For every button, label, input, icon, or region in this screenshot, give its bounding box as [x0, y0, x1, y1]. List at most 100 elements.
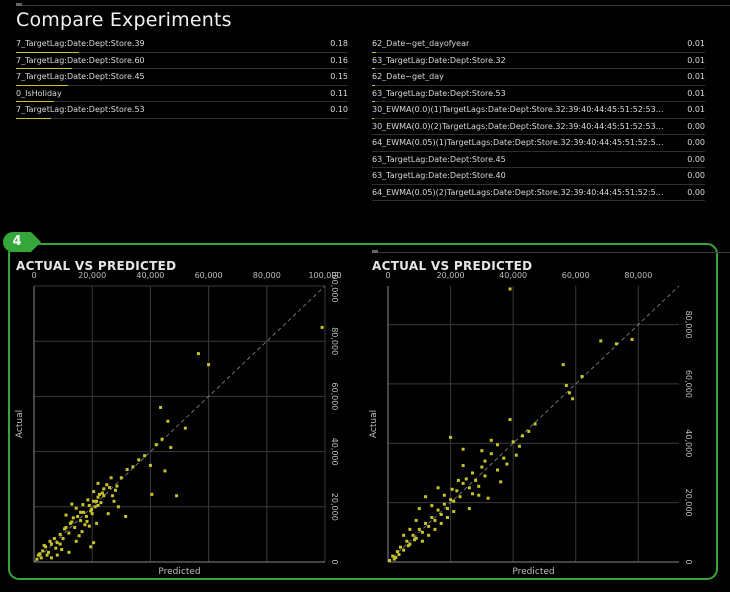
- data-point: [424, 521, 428, 525]
- data-point: [458, 495, 462, 499]
- data-point: [63, 527, 67, 531]
- table-row[interactable]: 7_TargetLag:Date:Dept:Store.53 0.10: [16, 102, 348, 119]
- data-point: [55, 541, 59, 545]
- data-point: [90, 512, 94, 516]
- data-point: [450, 487, 454, 491]
- data-point: [599, 339, 603, 343]
- data-point: [436, 486, 440, 490]
- data-point: [79, 519, 83, 523]
- data-point: [417, 507, 421, 511]
- y-tick-label: 0: [330, 559, 339, 564]
- data-point: [45, 553, 49, 557]
- data-point: [39, 556, 43, 560]
- feature-name: 30_EWMA(0.0)(1)TargetLags:Date:Dept:Stor…: [372, 105, 665, 114]
- data-point: [116, 505, 120, 509]
- data-point: [461, 481, 465, 485]
- table-row[interactable]: 63_TargetLag:Date:Dept:Store.32 0.01: [372, 53, 705, 69]
- y-axis-label: Actual: [369, 410, 379, 438]
- data-point: [533, 422, 537, 426]
- data-point: [68, 521, 72, 525]
- data-point: [567, 391, 571, 395]
- chart-title-left: ACTUAL VS PREDICTED: [16, 259, 177, 273]
- data-point: [455, 489, 459, 493]
- data-point: [394, 556, 398, 560]
- data-point: [388, 559, 392, 563]
- data-point: [467, 486, 471, 490]
- table-row[interactable]: 63_TargetLag:Date:Dept:Store.45 0.00: [372, 152, 705, 168]
- data-point: [413, 538, 417, 542]
- data-point: [96, 481, 100, 485]
- data-point: [70, 502, 74, 506]
- data-point: [125, 468, 129, 472]
- data-point: [95, 521, 99, 525]
- importance-bar: [16, 51, 79, 53]
- feature-name: 7_TargetLag:Date:Dept:Store.60: [16, 55, 145, 65]
- data-point: [35, 557, 39, 561]
- identity-diagonal-line: [387, 285, 680, 563]
- table-row[interactable]: 64_EWMA(0.05)(2)TargetLags:Date:Dept:Sto…: [372, 185, 705, 201]
- y-tick-label: 20,000: [684, 489, 693, 517]
- table-row[interactable]: 7_TargetLag:Date:Dept:Store.45 0.15: [16, 69, 348, 86]
- data-point: [391, 554, 395, 558]
- data-point: [175, 494, 179, 498]
- data-point: [483, 474, 487, 478]
- importance-bar: [16, 101, 55, 102]
- data-point: [106, 512, 110, 516]
- data-point: [124, 514, 128, 518]
- data-point: [527, 429, 531, 433]
- data-point: [143, 454, 147, 458]
- data-point: [461, 447, 465, 451]
- data-point: [73, 526, 77, 529]
- data-point: [92, 541, 96, 545]
- feature-name: 62_Date~get_dayofyear: [372, 39, 470, 48]
- table-row[interactable]: 63_TargetLag:Date:Dept:Store.53 0.01: [372, 86, 705, 102]
- data-point: [470, 471, 474, 475]
- data-point: [159, 405, 163, 409]
- table-row[interactable]: 62_Date~get_dayofyear 0.01: [372, 36, 705, 53]
- data-point: [67, 550, 71, 554]
- data-point: [430, 504, 434, 508]
- data-point: [430, 515, 434, 519]
- data-point: [474, 478, 478, 482]
- scatter-chart-left: 0 20,000 40,000 60,000 80,000 100,000 0 20,000 4…: [15, 272, 342, 577]
- step-badge-pointer: [31, 232, 41, 252]
- data-point: [61, 537, 65, 541]
- data-point: [433, 527, 437, 531]
- feature-name: 7_TargetLag:Date:Dept:Store.39: [16, 39, 145, 48]
- importance-value: 0.00: [687, 121, 705, 131]
- feature-name: 7_TargetLag:Date:Dept:Store.45: [16, 72, 145, 81]
- data-point: [424, 495, 428, 499]
- table-row[interactable]: 62_Date~get_day 0.01: [372, 69, 705, 86]
- data-point: [489, 452, 493, 456]
- data-point: [420, 539, 424, 543]
- data-point: [84, 514, 88, 518]
- data-point: [395, 550, 399, 554]
- data-point: [480, 465, 484, 469]
- x-tick-label: 0: [31, 272, 36, 280]
- data-point: [427, 524, 431, 528]
- data-point: [148, 463, 152, 467]
- table-row[interactable]: 7_TargetLag:Date:Dept:Store.60 0.16: [16, 53, 348, 69]
- data-point: [521, 434, 525, 438]
- table-row[interactable]: 0_IsHoliday 0.11: [16, 86, 348, 102]
- table-row[interactable]: 64_EWMA(0.05)(1)TargetLags:Date:Dept:Sto…: [372, 135, 705, 152]
- x-tick-label: 60,000: [562, 272, 590, 280]
- data-point: [137, 458, 141, 462]
- table-row[interactable]: 63_TargetLag:Date:Dept:Store.40 0.00: [372, 168, 705, 185]
- data-point: [439, 513, 443, 517]
- data-point: [100, 491, 104, 495]
- data-point: [79, 510, 83, 514]
- table-row[interactable]: 30_EWMA(0.0)(1)TargetLags:Date:Dept:Stor…: [372, 102, 705, 119]
- data-point: [95, 499, 99, 503]
- table-row[interactable]: 7_TargetLag:Date:Dept:Store.39 0.18: [16, 36, 348, 53]
- data-point: [154, 443, 158, 447]
- data-point: [445, 515, 449, 519]
- data-point: [48, 539, 52, 543]
- table-row[interactable]: 30_EWMA(0.0)(2)TargetLags:Date:Dept:Stor…: [372, 119, 705, 135]
- importance-bar: [372, 68, 376, 69]
- data-point: [150, 492, 154, 496]
- importance-value: 0.00: [687, 171, 705, 180]
- data-point: [480, 449, 484, 453]
- data-point: [486, 496, 490, 500]
- identity-diagonal-line: [33, 285, 326, 563]
